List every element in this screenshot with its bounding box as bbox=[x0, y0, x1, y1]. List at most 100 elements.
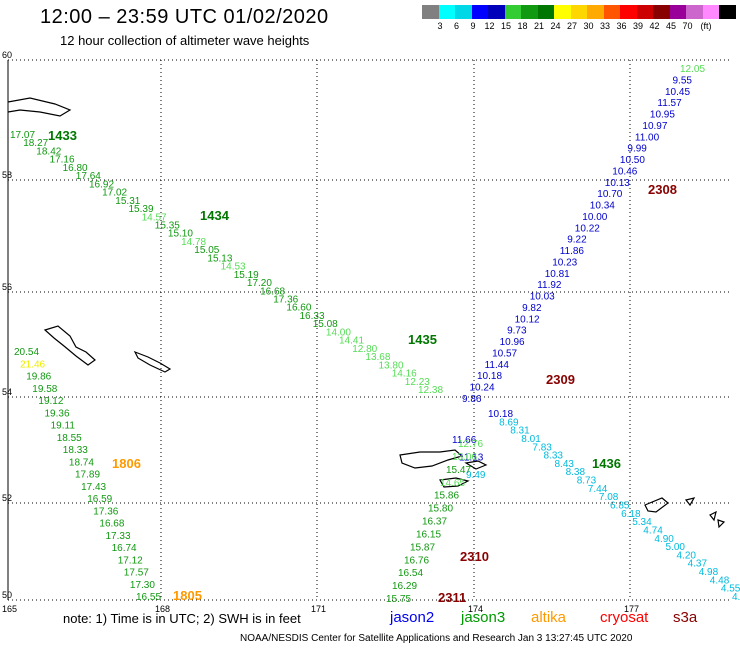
scale-label: 18 bbox=[517, 21, 528, 31]
wave-height-value: 16.29 bbox=[392, 581, 417, 592]
wave-height-value: 15.13 bbox=[207, 253, 232, 264]
wave-height-value: 12.05 bbox=[680, 64, 705, 75]
scale-swatch bbox=[570, 5, 588, 19]
wave-height-value: 10.81 bbox=[545, 269, 570, 280]
scale-swatch bbox=[504, 5, 522, 19]
scale-unit: (ft) bbox=[700, 21, 712, 31]
wave-height-value: 10.96 bbox=[500, 337, 525, 348]
wave-height-value: 15.08 bbox=[313, 319, 338, 330]
wave-height-value: 8.38 bbox=[566, 467, 586, 478]
wave-height-value: 15.80 bbox=[428, 504, 453, 515]
wave-height-value: 11.86 bbox=[560, 246, 585, 257]
footer-note: note: 1) Time is in UTC; 2) SWH is in fe… bbox=[63, 611, 301, 626]
wave-height-value: 17.07 bbox=[10, 130, 35, 141]
wave-height-value: 8.31 bbox=[510, 426, 530, 437]
lat-label: 54 bbox=[2, 387, 12, 397]
pass-label: 1806 bbox=[112, 456, 141, 471]
pass-label: 1436 bbox=[592, 456, 621, 471]
wave-height-value: 10.57 bbox=[492, 349, 517, 360]
pass-label: 1433 bbox=[48, 128, 77, 143]
wave-height-value: 19.12 bbox=[38, 396, 63, 407]
lat-label: 60 bbox=[2, 50, 12, 60]
wave-height-value: 19.36 bbox=[45, 408, 70, 419]
scale-label: 45 bbox=[665, 21, 676, 31]
scale-label: 39 bbox=[632, 21, 643, 31]
lat-label: 58 bbox=[2, 170, 12, 180]
wave-height-value: 7.44 bbox=[588, 484, 608, 495]
wave-height-value: 16.60 bbox=[286, 303, 311, 314]
island-umnak bbox=[439, 477, 470, 488]
scale-swatch bbox=[455, 5, 472, 19]
scale-swatch bbox=[686, 5, 703, 19]
island-sanak bbox=[133, 350, 172, 373]
legend-altika: altika bbox=[531, 609, 567, 626]
wave-height-value: 7.83 bbox=[532, 442, 552, 453]
wave-height-value: 14.41 bbox=[339, 336, 364, 347]
wave-height-value: 20.54 bbox=[14, 347, 39, 358]
wave-height-value: 7.08 bbox=[599, 492, 619, 503]
lon-label: 174 bbox=[468, 604, 483, 614]
wave-height-value: 8.69 bbox=[499, 417, 519, 428]
wave-height-value: 10.70 bbox=[597, 189, 622, 200]
graticule bbox=[8, 60, 730, 600]
wave-height-value: 12.80 bbox=[352, 344, 377, 355]
wave-height-value: 21.46 bbox=[20, 359, 45, 370]
island-islands-east-4 bbox=[717, 519, 726, 529]
pass-label: 2311 bbox=[438, 590, 466, 605]
pass-label: 2309 bbox=[546, 372, 575, 387]
credit-line: NOAA/NESDIS Center for Satellite Applica… bbox=[240, 633, 633, 644]
lon-label: 168 bbox=[155, 604, 170, 614]
legend-s3a: s3a bbox=[673, 609, 698, 626]
scale-swatch bbox=[653, 5, 670, 19]
wave-height-value: 17.20 bbox=[247, 278, 272, 289]
wave-height-value: 11.44 bbox=[485, 360, 510, 371]
wave-height-value: 18.74 bbox=[69, 457, 94, 468]
wave-height-value: 14.53 bbox=[221, 262, 246, 273]
scale-label: 9 bbox=[470, 21, 476, 31]
scale-swatch bbox=[719, 5, 736, 19]
legend-cryosat: cryosat bbox=[600, 609, 649, 626]
wave-height-value: 4.98 bbox=[699, 567, 719, 578]
altimeter-tracks: 17.0718.2718.4217.1616.8017.6416.9217.02… bbox=[10, 64, 740, 605]
wave-height-value: 15.31 bbox=[115, 196, 140, 207]
wave-height-value: 5.34 bbox=[632, 517, 652, 528]
wave-height-value: 17.16 bbox=[50, 155, 75, 166]
lon-label: 165 bbox=[2, 604, 17, 614]
lat-label: 56 bbox=[2, 282, 12, 292]
scale-label: 15 bbox=[500, 21, 511, 31]
wave-height-value: 17.36 bbox=[273, 295, 298, 306]
wave-height-value: 14.78 bbox=[181, 237, 206, 248]
wave-height-value: 5.00 bbox=[666, 542, 686, 553]
scale-label: 33 bbox=[599, 21, 610, 31]
wave-height-value: 14.57 bbox=[142, 212, 167, 223]
page-subtitle: 12 hour collection of altimeter wave hei… bbox=[60, 33, 310, 48]
scale-label: 70 bbox=[682, 21, 693, 31]
scale-swatch bbox=[554, 5, 571, 19]
wave-height-value: 10.45 bbox=[665, 87, 690, 98]
wave-height-value: 17.33 bbox=[106, 531, 131, 542]
scale-swatch bbox=[587, 5, 604, 19]
scale-swatch bbox=[620, 5, 637, 19]
coast-top-left bbox=[7, 97, 72, 117]
lat-label: 50 bbox=[2, 590, 12, 600]
wave-height-value: 8.01 bbox=[521, 434, 541, 445]
wave-height-value: 15.05 bbox=[194, 245, 219, 256]
wave-height-value: 11.66 bbox=[452, 435, 477, 446]
wave-height-value: 4.74 bbox=[643, 526, 663, 537]
scale-label: 12 bbox=[484, 21, 495, 31]
wave-height-value: 15.47 bbox=[446, 465, 471, 476]
scale-swatch bbox=[636, 5, 654, 19]
wave-height-value: 6.18 bbox=[621, 509, 641, 520]
wave-height-value: 13.06 bbox=[452, 452, 477, 463]
island-islands-east-3 bbox=[709, 510, 717, 522]
pass-label: 1805 bbox=[173, 588, 202, 603]
wave-height-value: 14.65 bbox=[440, 478, 465, 489]
wave-height-value: 17.57 bbox=[124, 568, 149, 579]
wave-height-value: 16.68 bbox=[99, 519, 124, 530]
wave-height-value: 10.24 bbox=[470, 383, 495, 394]
wave-height-value: 13.80 bbox=[379, 360, 404, 371]
wave-height-value: 10.03 bbox=[530, 292, 555, 303]
lon-label: 177 bbox=[624, 604, 639, 614]
pass-label: 1434 bbox=[200, 208, 230, 223]
lat-label: 52 bbox=[2, 493, 12, 503]
